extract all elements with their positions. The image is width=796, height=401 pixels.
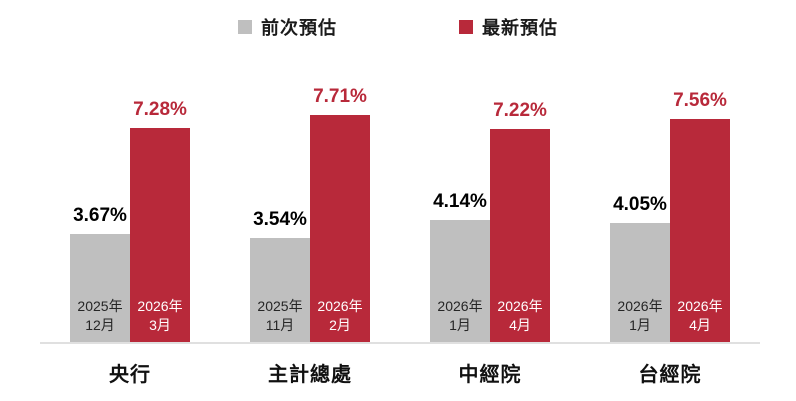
bar-value-label: 4.05% xyxy=(613,194,667,215)
legend-label-latest-estimate: 最新預估 xyxy=(482,18,558,38)
legend-label-previous-estimate: 前次預估 xyxy=(261,18,337,38)
bar-group-3: 2026年 1月 4.14% 2026年 4月 7.22% xyxy=(430,60,550,343)
bar-previous-estimate: 2025年 12月 xyxy=(70,234,130,343)
bar-group-4: 2026年 1月 4.05% 2026年 4月 7.56% xyxy=(610,60,730,343)
legend: 前次預估 最新預估 xyxy=(0,14,796,40)
bar-previous-estimate: 2026年 1月 xyxy=(430,220,490,343)
bar-date-label: 2025年 11月 xyxy=(257,298,303,334)
bar-latest-estimate: 2026年 2月 xyxy=(310,115,370,343)
category-label-4: 台經院 xyxy=(638,364,702,386)
bar-date-label: 2026年 1月 xyxy=(437,298,483,334)
bar-latest-estimate: 2026年 3月 xyxy=(130,128,190,343)
bar-date-label: 2026年 2月 xyxy=(317,298,363,334)
bar-previous-estimate: 2026年 1月 xyxy=(610,223,670,343)
legend-swatch-red-icon xyxy=(459,20,473,34)
category-axis-labels: 央行 主計總處 中經院 台經院 xyxy=(40,358,760,392)
bar-latest-estimate: 2026年 4月 xyxy=(670,119,730,343)
legend-swatch-gray-icon xyxy=(238,20,252,34)
category-label-1: 央行 xyxy=(109,364,151,386)
bar-value-label: 7.28% xyxy=(133,99,187,120)
bar-date-label: 2025年 12月 xyxy=(77,298,123,334)
bar-group-2: 2025年 11月 3.54% 2026年 2月 7.71% xyxy=(250,60,370,343)
bar-value-label: 7.56% xyxy=(673,90,727,111)
x-axis-line xyxy=(40,342,760,344)
bar-value-label: 3.54% xyxy=(253,209,307,230)
bar-previous-estimate: 2025年 11月 xyxy=(250,238,310,343)
bar-value-label: 7.71% xyxy=(313,86,367,107)
bar-date-label: 2026年 1月 xyxy=(617,298,663,334)
legend-item-previous-estimate: 前次預估 xyxy=(238,14,337,40)
bar-value-label: 7.22% xyxy=(493,100,547,121)
bar-latest-estimate: 2026年 4月 xyxy=(490,129,550,343)
category-label-2: 主計總處 xyxy=(268,364,352,386)
legend-item-latest-estimate: 最新預估 xyxy=(459,14,558,40)
bar-value-label: 4.14% xyxy=(433,191,487,212)
bar-date-label: 2026年 4月 xyxy=(497,298,543,334)
bar-group-1: 2025年 12月 3.67% 2026年 3月 7.28% xyxy=(70,60,190,343)
bar-value-label: 3.67% xyxy=(73,205,127,226)
bar-date-label: 2026年 3月 xyxy=(137,298,183,334)
category-label-3: 中經院 xyxy=(458,364,522,386)
bar-chart-plot-area: 2025年 12月 3.67% 2026年 3月 7.28% 2025年 11月 3.54% 20… xyxy=(40,60,760,343)
bar-date-label: 2026年 4月 xyxy=(677,298,723,334)
